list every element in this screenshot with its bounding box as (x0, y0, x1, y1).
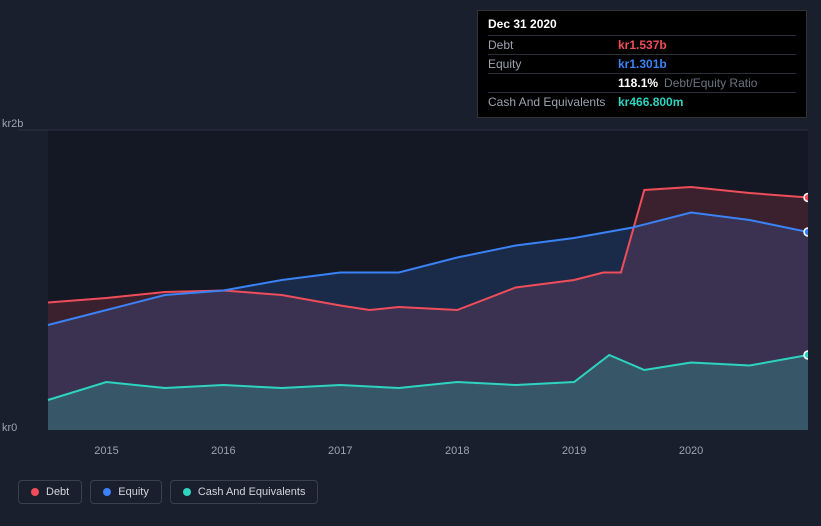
x-axis-tick-label: 2018 (445, 445, 469, 457)
line-area-chart (18, 120, 808, 430)
tooltip-row: Debtkr1.537b (488, 35, 796, 54)
chart-area (18, 120, 808, 450)
legend-item[interactable]: Cash And Equivalents (170, 480, 319, 504)
tooltip-box: Dec 31 2020 Debtkr1.537bEquitykr1.301b11… (477, 10, 807, 118)
legend-item[interactable]: Equity (90, 480, 162, 504)
tooltip-row-extra: Debt/Equity Ratio (664, 76, 757, 90)
x-axis-tick-label: 2015 (94, 445, 118, 457)
x-axis-tick-label: 2017 (328, 445, 352, 457)
tooltip-row-value: kr1.301b (618, 57, 667, 71)
y-axis-label: kr0 (2, 422, 17, 434)
legend-label: Debt (46, 486, 69, 498)
x-axis-tick-label: 2016 (211, 445, 235, 457)
legend-label: Cash And Equivalents (198, 486, 306, 498)
tooltip-row-label: Equity (488, 57, 618, 71)
tooltip-row-value: 118.1% (618, 76, 658, 90)
x-axis: 2015 2016 2017 2018 2019 2020 (18, 445, 808, 465)
tooltip-row-value: kr466.800m (618, 95, 683, 109)
series-end-marker (804, 351, 808, 359)
tooltip-row: 118.1% Debt/Equity Ratio (488, 73, 796, 92)
tooltip-row-label: Debt (488, 38, 618, 52)
tooltip-row-value: kr1.537b (618, 38, 667, 52)
series-end-marker (804, 194, 808, 202)
tooltip-row-label (488, 76, 618, 90)
x-axis-tick-label: 2020 (679, 445, 703, 457)
tooltip-date: Dec 31 2020 (488, 17, 796, 35)
tooltip-row: Equitykr1.301b (488, 54, 796, 73)
legend-dot-icon (31, 488, 39, 496)
tooltip-row: Cash And Equivalentskr466.800m (488, 92, 796, 111)
legend-dot-icon (103, 488, 111, 496)
legend-item[interactable]: Debt (18, 480, 82, 504)
legend-label: Equity (118, 486, 149, 498)
legend-dot-icon (183, 488, 191, 496)
legend: Debt Equity Cash And Equivalents (18, 480, 318, 504)
tooltip-row-label: Cash And Equivalents (488, 95, 618, 109)
series-end-marker (804, 228, 808, 236)
x-axis-tick-label: 2019 (562, 445, 586, 457)
